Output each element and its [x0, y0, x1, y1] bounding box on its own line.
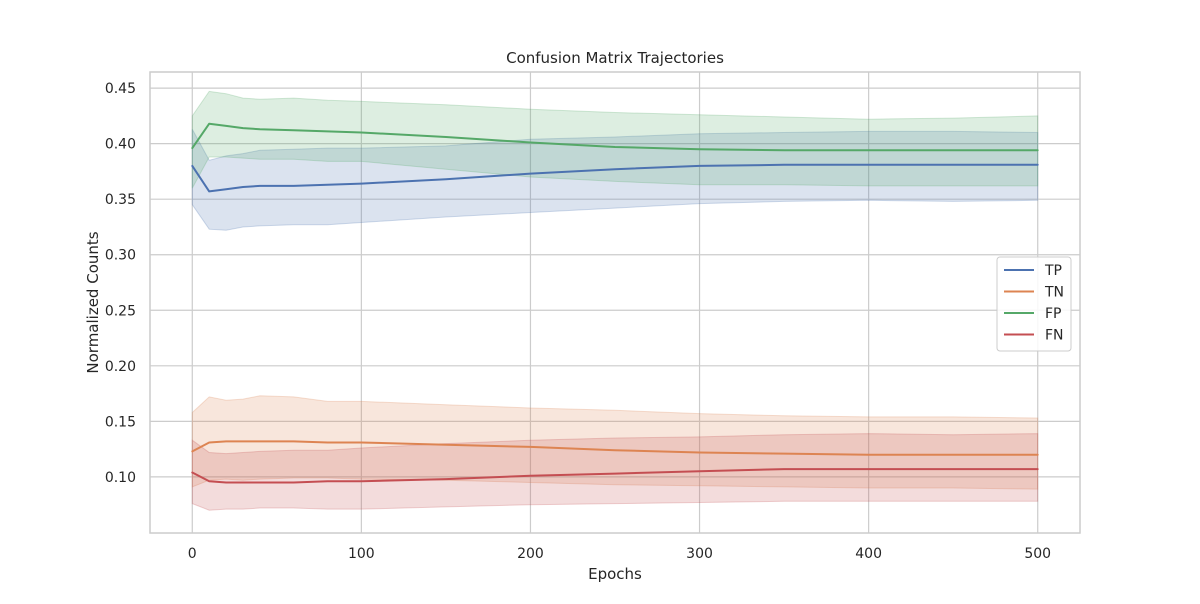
plot-frame [149, 71, 1081, 534]
y-tick-label: 0.20 [105, 359, 136, 375]
y-tick-label: 0.35 [105, 192, 136, 208]
legend-label-tn: TN [1044, 285, 1064, 301]
legend-label-fp: FP [1045, 306, 1062, 322]
x-tick-labels: 0 100 200 300 400 500 [188, 546, 1051, 562]
x-tick-label: 500 [1024, 546, 1051, 562]
y-tick-label: 0.10 [105, 470, 136, 486]
y-tick-label: 0.45 [105, 81, 136, 97]
chart-title: Confusion Matrix Trajectories [506, 49, 724, 67]
series-line-fp [191, 122, 1039, 152]
band-fn [191, 433, 1039, 511]
y-tick-labels: 0.10 0.15 0.20 0.25 0.30 0.35 0.40 0.45 [105, 81, 136, 486]
x-tick-label: 300 [686, 546, 713, 562]
y-tick-label: 0.15 [105, 414, 136, 430]
band-tn [191, 395, 1039, 490]
y-tick-label: 0.40 [105, 137, 136, 153]
x-tick-label: 200 [517, 546, 544, 562]
series-line-fn [191, 468, 1039, 484]
legend-label-tp: TP [1044, 263, 1062, 279]
series-line-tp [191, 163, 1039, 193]
x-tick-label: 400 [855, 546, 882, 562]
x-axis-label: Epochs [588, 565, 642, 583]
x-tick-label: 100 [348, 546, 375, 562]
series-lines [191, 122, 1039, 484]
x-tick-label: 0 [188, 546, 197, 562]
series-line-tn [191, 440, 1039, 456]
y-axis-label: Normalized Counts [84, 231, 102, 373]
legend: TP TN FP FN [996, 256, 1072, 352]
legend-box [996, 256, 1072, 352]
y-tick-label: 0.30 [105, 248, 136, 264]
legend-label-fn: FN [1045, 328, 1064, 344]
confidence-bands [191, 90, 1039, 511]
band-tp [191, 128, 1039, 231]
y-tick-label: 0.25 [105, 303, 136, 319]
